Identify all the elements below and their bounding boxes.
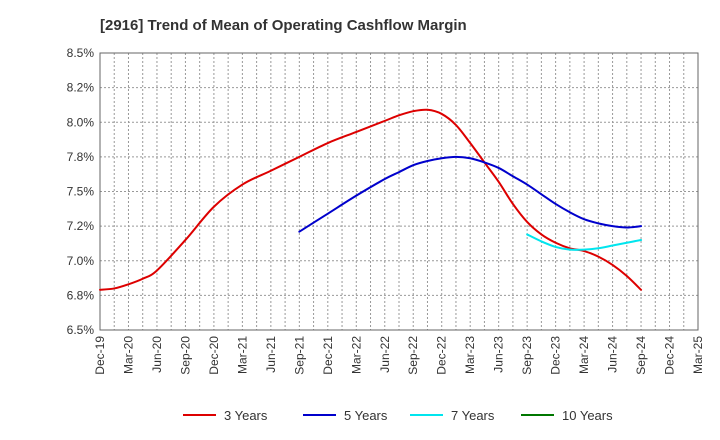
y-tick-label: 7.2% <box>67 219 95 233</box>
y-tick-label: 7.0% <box>67 254 95 268</box>
x-tick-label: Sep-20 <box>178 336 192 375</box>
series-line-5-years <box>298 155 643 233</box>
legend-label-5-years: 5 Years <box>344 408 388 423</box>
x-tick-label: Mar-20 <box>121 336 135 374</box>
grid <box>100 53 698 330</box>
y-tick-label: 8.0% <box>67 115 95 129</box>
x-tick-label: Dec-23 <box>549 336 563 375</box>
plot-frame <box>99 52 699 331</box>
x-tick-label: Dec-21 <box>321 336 335 375</box>
legend-label-7-years: 7 Years <box>451 408 495 423</box>
x-tick-label: Dec-22 <box>435 336 449 375</box>
y-tick-labels: 6.5% 6.8% 7.0% 7.2% 7.5% 7.8% 8.0% 8.2% 8.5% <box>67 46 95 337</box>
x-tick-label: Sep-24 <box>634 336 648 375</box>
y-tick-label: 7.8% <box>67 150 95 164</box>
legend-label-10-years: 10 Years <box>562 408 613 423</box>
x-tick-label: Mar-23 <box>463 336 477 374</box>
y-tick-label: 7.5% <box>67 185 95 199</box>
x-tick-label: Mar-24 <box>577 336 591 374</box>
x-tick-label: Jun-22 <box>378 336 392 373</box>
x-tick-label: Mar-22 <box>349 336 363 374</box>
series-line-7-years <box>526 233 643 251</box>
series-lines <box>99 108 643 291</box>
chart-title: [2916] Trend of Mean of Operating Cashfl… <box>100 17 467 34</box>
x-tick-label: Sep-21 <box>292 336 306 375</box>
x-tick-labels: Dec-19 Mar-20 Jun-20 Sep-20 Dec-20 Mar-21 Jun-… <box>93 336 705 375</box>
x-tick-label: Sep-23 <box>520 336 534 375</box>
x-tick-label: Dec-20 <box>207 336 221 375</box>
x-tick-label: Sep-22 <box>406 336 420 375</box>
x-tick-label: Jun-20 <box>150 336 164 373</box>
x-tick-label: Dec-24 <box>663 336 677 375</box>
legend: 3 Years 5 Years 7 Years 10 Years <box>183 408 613 423</box>
y-tick-label: 6.8% <box>67 288 95 302</box>
x-tick-label: Mar-21 <box>235 336 249 374</box>
y-tick-label: 6.5% <box>67 323 95 337</box>
x-tick-label: Jun-24 <box>606 336 620 373</box>
y-tick-label: 8.2% <box>67 81 95 95</box>
y-tick-label: 8.5% <box>67 46 95 60</box>
series-line-3-years <box>99 108 643 291</box>
x-tick-label: Mar-25 <box>691 336 705 374</box>
x-tick-label: Dec-19 <box>93 336 107 375</box>
legend-label-3-years: 3 Years <box>224 408 268 423</box>
x-tick-label: Jun-21 <box>264 336 278 373</box>
x-tick-label: Jun-23 <box>492 336 506 373</box>
